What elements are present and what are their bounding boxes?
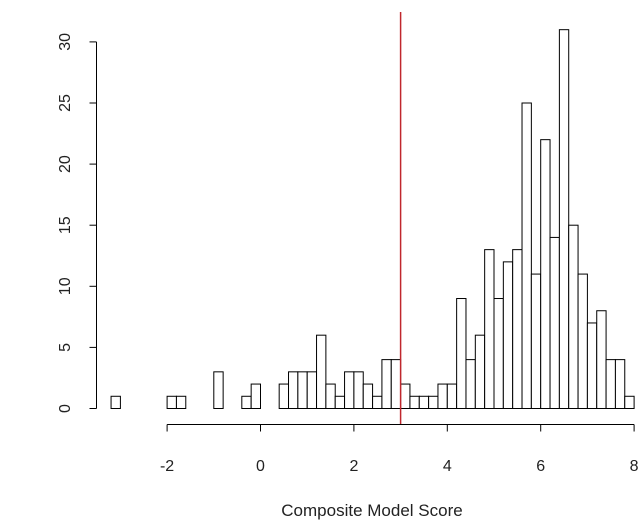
- x-tick-label: 2: [349, 458, 358, 475]
- histogram-bar: [530, 273, 542, 409]
- histogram-bar: [110, 395, 121, 409]
- histogram-bar: [353, 371, 364, 409]
- x-tick-label: 4: [443, 458, 452, 475]
- histogram-bar: [465, 359, 476, 409]
- y-tick-label: 0: [57, 404, 74, 413]
- histogram-bar: [250, 383, 262, 409]
- histogram-bar: [446, 383, 458, 409]
- x-tick-label: -2: [160, 458, 174, 475]
- x-axis-title: Composite Model Score: [281, 501, 462, 520]
- histogram-bars: [110, 29, 635, 410]
- histogram-bar: [325, 383, 336, 409]
- histogram-bar: [278, 383, 290, 409]
- histogram-bar: [306, 371, 318, 409]
- histogram-bar: [288, 371, 299, 409]
- y-tick-label: 25: [57, 94, 74, 112]
- histogram-bar: [586, 322, 598, 409]
- histogram-bar: [428, 395, 439, 409]
- histogram-bar: [362, 383, 374, 409]
- histogram-bar: [409, 395, 420, 409]
- histogram-bar: [558, 29, 570, 410]
- histogram-bar: [512, 249, 523, 409]
- histogram-bar: [297, 371, 308, 409]
- y-tick-label: 5: [57, 343, 74, 352]
- y-axis: 0 5 10 15 20 25 30: [57, 33, 97, 413]
- histogram-bar: [624, 395, 635, 409]
- y-tick-label: 10: [57, 277, 74, 295]
- histogram-bar: [493, 298, 504, 409]
- histogram-bar: [577, 273, 588, 409]
- x-axis: -2 0 2 4 6 8: [160, 424, 639, 475]
- histogram-bar: [381, 359, 392, 409]
- y-tick-label: 30: [57, 33, 74, 51]
- histogram-bar: [344, 371, 355, 409]
- histogram-bar: [474, 334, 486, 409]
- histogram-bar: [456, 298, 467, 409]
- y-tick-label: 15: [57, 216, 74, 234]
- histogram-bar: [502, 261, 514, 409]
- histogram-bar: [605, 359, 616, 409]
- histogram-bar: [241, 395, 252, 409]
- histogram-bar: [166, 395, 177, 409]
- histogram-bar: [484, 249, 495, 409]
- x-tick-label: 6: [536, 458, 545, 475]
- histogram-bar: [549, 236, 560, 409]
- histogram-bar: [540, 139, 551, 409]
- histogram-bar: [400, 383, 411, 409]
- histogram-bar: [437, 383, 448, 409]
- x-tick-label: 8: [630, 458, 639, 475]
- histogram-bar: [316, 334, 327, 409]
- histogram-bar: [175, 395, 187, 409]
- histogram-bar: [372, 395, 383, 409]
- histogram-bar: [334, 395, 346, 409]
- histogram-bar: [418, 395, 430, 409]
- y-tick-label: 20: [57, 155, 74, 173]
- x-tick-label: 0: [256, 458, 265, 475]
- histogram-bar: [390, 359, 402, 409]
- histogram-bar: [614, 359, 626, 409]
- histogram-bar: [521, 102, 532, 409]
- histogram-bar: [568, 224, 579, 409]
- histogram-bar: [596, 310, 607, 409]
- histogram-bar: [213, 371, 224, 409]
